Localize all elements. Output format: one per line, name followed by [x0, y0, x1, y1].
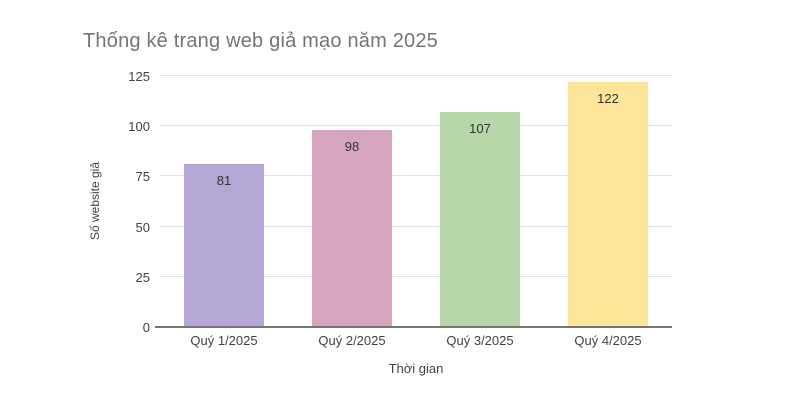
bar-value-label: 122 — [597, 91, 619, 107]
gridline-50 — [160, 225, 672, 227]
x-tick-label-4: Quý 4/2025 — [574, 333, 642, 348]
y-tick-label-50: 50 — [135, 219, 150, 235]
y-tick-label-100: 100 — [128, 119, 150, 135]
gridline-100 — [160, 125, 672, 127]
bar-value-label: 98 — [344, 139, 360, 155]
y-tick-label-125: 125 — [128, 69, 150, 84]
y-tick-label-25: 25 — [135, 269, 150, 285]
x-tick-label-2: Quý 2/2025 — [318, 333, 386, 348]
chart-title: Thống kê trang web giả mạo năm 2025 — [83, 30, 438, 52]
x-axis-title: Thời gian — [388, 361, 444, 376]
gridline-125 — [160, 75, 672, 76]
x-tick-label-1: Quý 1/2025 — [190, 333, 258, 348]
y-tick-label-0: 0 — [142, 320, 150, 335]
gridline-25 — [160, 275, 672, 277]
bar-Quý 2/2025: 98 — [312, 130, 392, 327]
bar-Quý 1/2025: 81 — [184, 164, 264, 327]
bar-value-label: 81 — [216, 173, 232, 189]
bar-Quý 4/2025: 122 — [568, 82, 648, 327]
bar-Quý 3/2025: 107 — [440, 112, 520, 327]
gridline-75 — [160, 175, 672, 177]
plot-area: 81 98 107 122 — [155, 75, 672, 328]
x-tick-label-3: Quý 3/2025 — [446, 333, 514, 348]
bar-value-label: 107 — [469, 121, 491, 137]
x-axis-line — [155, 326, 672, 328]
y-tick-label-75: 75 — [135, 169, 150, 185]
